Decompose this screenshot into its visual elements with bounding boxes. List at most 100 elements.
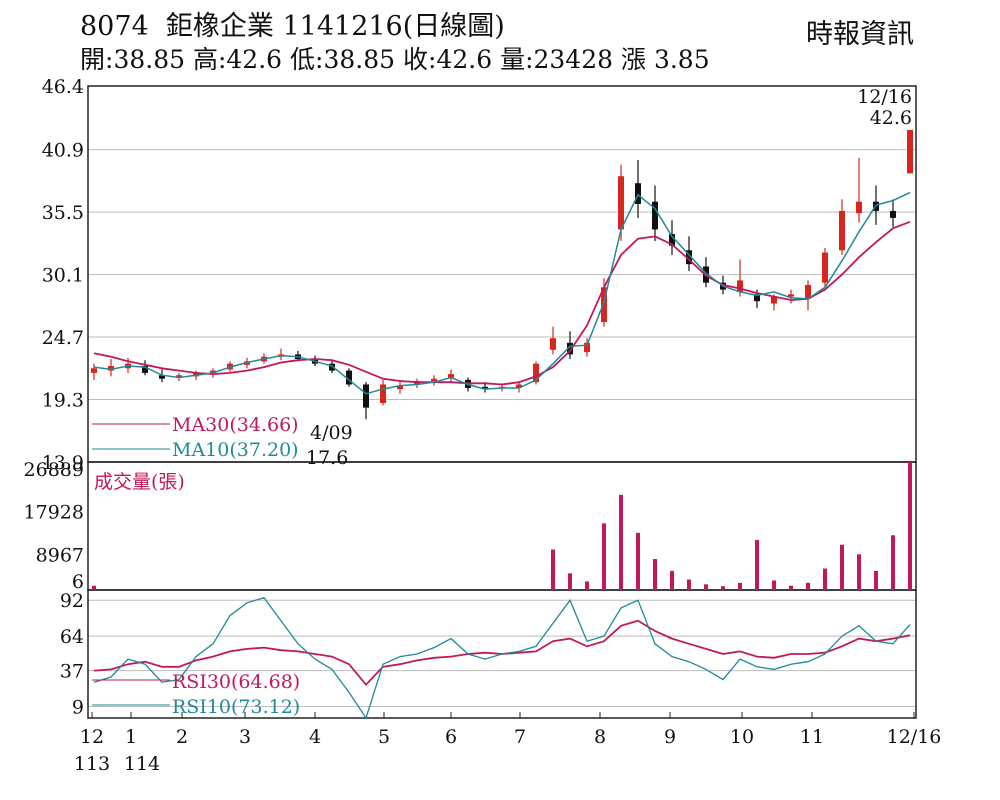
- high-value: 42.6: [226, 45, 283, 74]
- chart-kind: (日線圖): [402, 11, 505, 42]
- price-axis-tick: 13.9: [42, 452, 84, 474]
- volume-bar: [721, 586, 725, 590]
- x-axis-tick: 6: [445, 726, 457, 748]
- x-axis-tick: 11: [800, 726, 824, 748]
- volume-bar: [636, 532, 640, 590]
- candle-body: [176, 375, 182, 378]
- volume-bar: [670, 570, 674, 590]
- ma30-line: [93, 220, 911, 386]
- volume-bar: [823, 568, 827, 590]
- volume-axis-tick: 6: [72, 571, 84, 593]
- candle-body: [601, 287, 607, 323]
- x-axis-year-label: 113: [74, 753, 110, 775]
- candle-body: [584, 342, 590, 353]
- ma30-legend-label: MA30(34.66): [172, 414, 299, 436]
- price-axis-tick: 24.7: [42, 327, 84, 349]
- x-axis-tick: 8: [594, 726, 606, 748]
- candle-body: [516, 384, 522, 388]
- candle-body: [91, 368, 97, 373]
- volume-axis-tick: 17928: [24, 502, 84, 524]
- candle-body: [550, 338, 556, 350]
- volume-bar: [908, 462, 912, 590]
- volume-bar: [738, 582, 742, 590]
- chart-title: 8074 鉅橡企業 1141216(日線圖): [80, 4, 505, 43]
- volume-bar: [568, 573, 572, 590]
- x-axis-tick: 5: [378, 726, 390, 748]
- low-label: 低:: [290, 45, 324, 74]
- price-axis-tick: 40.9: [42, 140, 84, 162]
- low-annotation-date: 4/09: [310, 422, 353, 444]
- stock-name: 鉅橡企業: [165, 11, 274, 42]
- low-annotation-value: 17.6: [306, 447, 348, 469]
- volume-bar: [891, 535, 895, 590]
- close-label: 收:: [403, 45, 437, 74]
- candle-body: [618, 176, 624, 230]
- low-value: 38.85: [323, 45, 396, 74]
- high-annotation-value: 42.6: [870, 107, 912, 129]
- data-source: 時報資訊: [806, 19, 914, 50]
- candle-body: [822, 252, 828, 283]
- rsi-axis-tick: 9: [72, 696, 84, 718]
- candle-body: [448, 374, 454, 378]
- candle-body: [788, 294, 794, 297]
- candle-body: [839, 210, 845, 251]
- rsi-axis-tick: 92: [60, 590, 84, 612]
- candle-body: [652, 201, 658, 230]
- x-axis-tick: 12/16: [887, 726, 942, 748]
- x-axis-tick: 4: [309, 726, 321, 748]
- candle-body: [890, 210, 896, 218]
- volume-bar: [92, 585, 96, 590]
- volume-bar: [551, 549, 555, 590]
- x-axis-tick: 12: [80, 726, 104, 748]
- candle-body: [380, 384, 386, 403]
- ma10-legend-label: MA10(37.20): [172, 439, 299, 461]
- volume-bar: [857, 554, 861, 590]
- candle-body: [329, 363, 335, 371]
- high-label: 高:: [192, 45, 227, 74]
- volume-bar: [687, 579, 691, 590]
- chart-date: 1141216: [282, 11, 403, 42]
- change-value: 3.85: [653, 45, 710, 74]
- candle-body: [805, 284, 811, 299]
- volume-bar: [704, 584, 708, 590]
- candle-body: [567, 342, 573, 355]
- open-label: 開:: [80, 45, 114, 74]
- price-axis-tick: 19.3: [42, 390, 84, 412]
- high-annotation-date: 12/16: [857, 86, 912, 108]
- quote-summary: 開:38.85 高:42.6 低:38.85 收:42.6 量:23428 漲 …: [80, 40, 710, 76]
- candle-body: [397, 385, 403, 390]
- rsi10-line: [93, 596, 911, 720]
- price-panel-frame: [87, 85, 917, 463]
- x-axis-tick: 3: [239, 726, 251, 748]
- candle-body: [159, 375, 165, 379]
- close-value: 42.6: [436, 45, 493, 74]
- candle-body: [533, 363, 539, 383]
- x-axis-tick: 2: [176, 726, 188, 748]
- volume-axis-tick: 26889: [24, 459, 84, 481]
- rsi-axis-tick: 37: [60, 661, 84, 683]
- candle-body: [754, 294, 760, 302]
- candle-body: [669, 234, 675, 246]
- volume-label: 量:: [500, 45, 534, 74]
- volume-bar: [874, 570, 878, 590]
- rsi10-legend-label: RSI10(73.12): [172, 696, 300, 718]
- volume-title: 成交量(張): [94, 471, 185, 493]
- candle-body: [686, 250, 692, 265]
- volume-bar: [602, 523, 606, 590]
- x-axis-year-label: 114: [124, 753, 160, 775]
- x-axis-tick: 7: [514, 726, 526, 748]
- candle-body: [108, 365, 114, 371]
- volume-value: 23428: [533, 45, 614, 74]
- candle-body: [482, 386, 488, 390]
- ma10-line: [93, 191, 911, 395]
- x-axis-tick: 1: [125, 726, 137, 748]
- candle-body: [856, 201, 862, 214]
- volume-bar: [772, 580, 776, 590]
- candle-body: [431, 378, 437, 382]
- open-value: 38.85: [113, 45, 186, 74]
- volume-bar: [585, 581, 589, 590]
- rsi-axis-tick: 64: [60, 626, 84, 648]
- candle-body: [635, 183, 641, 205]
- x-axis-tick: 9: [664, 726, 676, 748]
